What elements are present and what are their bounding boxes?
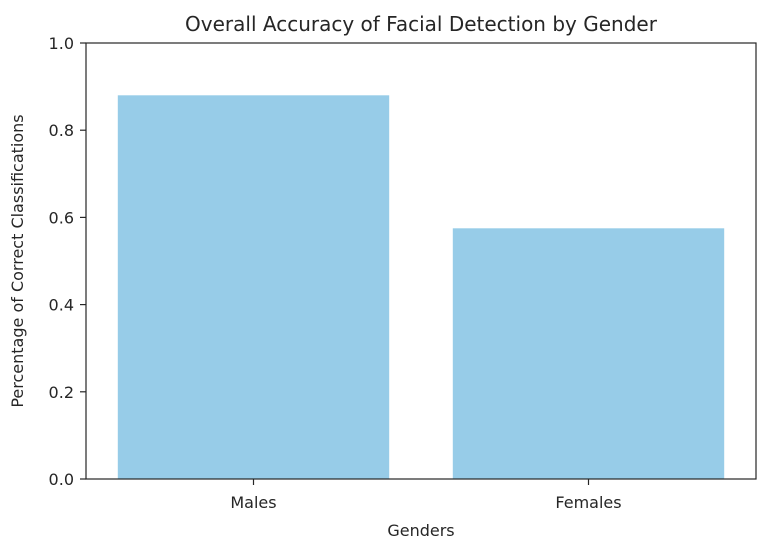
y-tick-label: 1.0 xyxy=(49,34,74,53)
y-tick-label: 0.0 xyxy=(49,470,74,489)
y-tick-label: 0.2 xyxy=(49,383,74,402)
x-axis-ticks: Males Females xyxy=(230,479,622,512)
bars-group xyxy=(117,95,725,480)
x-axis-title: Genders xyxy=(387,521,454,540)
plot-area: 0.0 0.2 0.4 0.6 0.8 1.0 Males Females xyxy=(49,34,757,512)
bar-males xyxy=(117,95,390,480)
axes-frame xyxy=(85,42,757,480)
x-tick-label: Females xyxy=(555,493,621,512)
x-tick-label: Males xyxy=(230,493,276,512)
y-tick-label: 0.4 xyxy=(49,296,74,315)
y-axis-title: Percentage of Correct Classifications xyxy=(8,114,27,407)
chart-title: Overall Accuracy of Facial Detection by … xyxy=(185,12,658,36)
y-tick-label: 0.6 xyxy=(49,208,74,227)
bar-females xyxy=(452,228,725,479)
y-tick-label: 0.8 xyxy=(49,121,74,140)
y-axis-ticks: 0.0 0.2 0.4 0.6 0.8 1.0 xyxy=(49,34,86,489)
